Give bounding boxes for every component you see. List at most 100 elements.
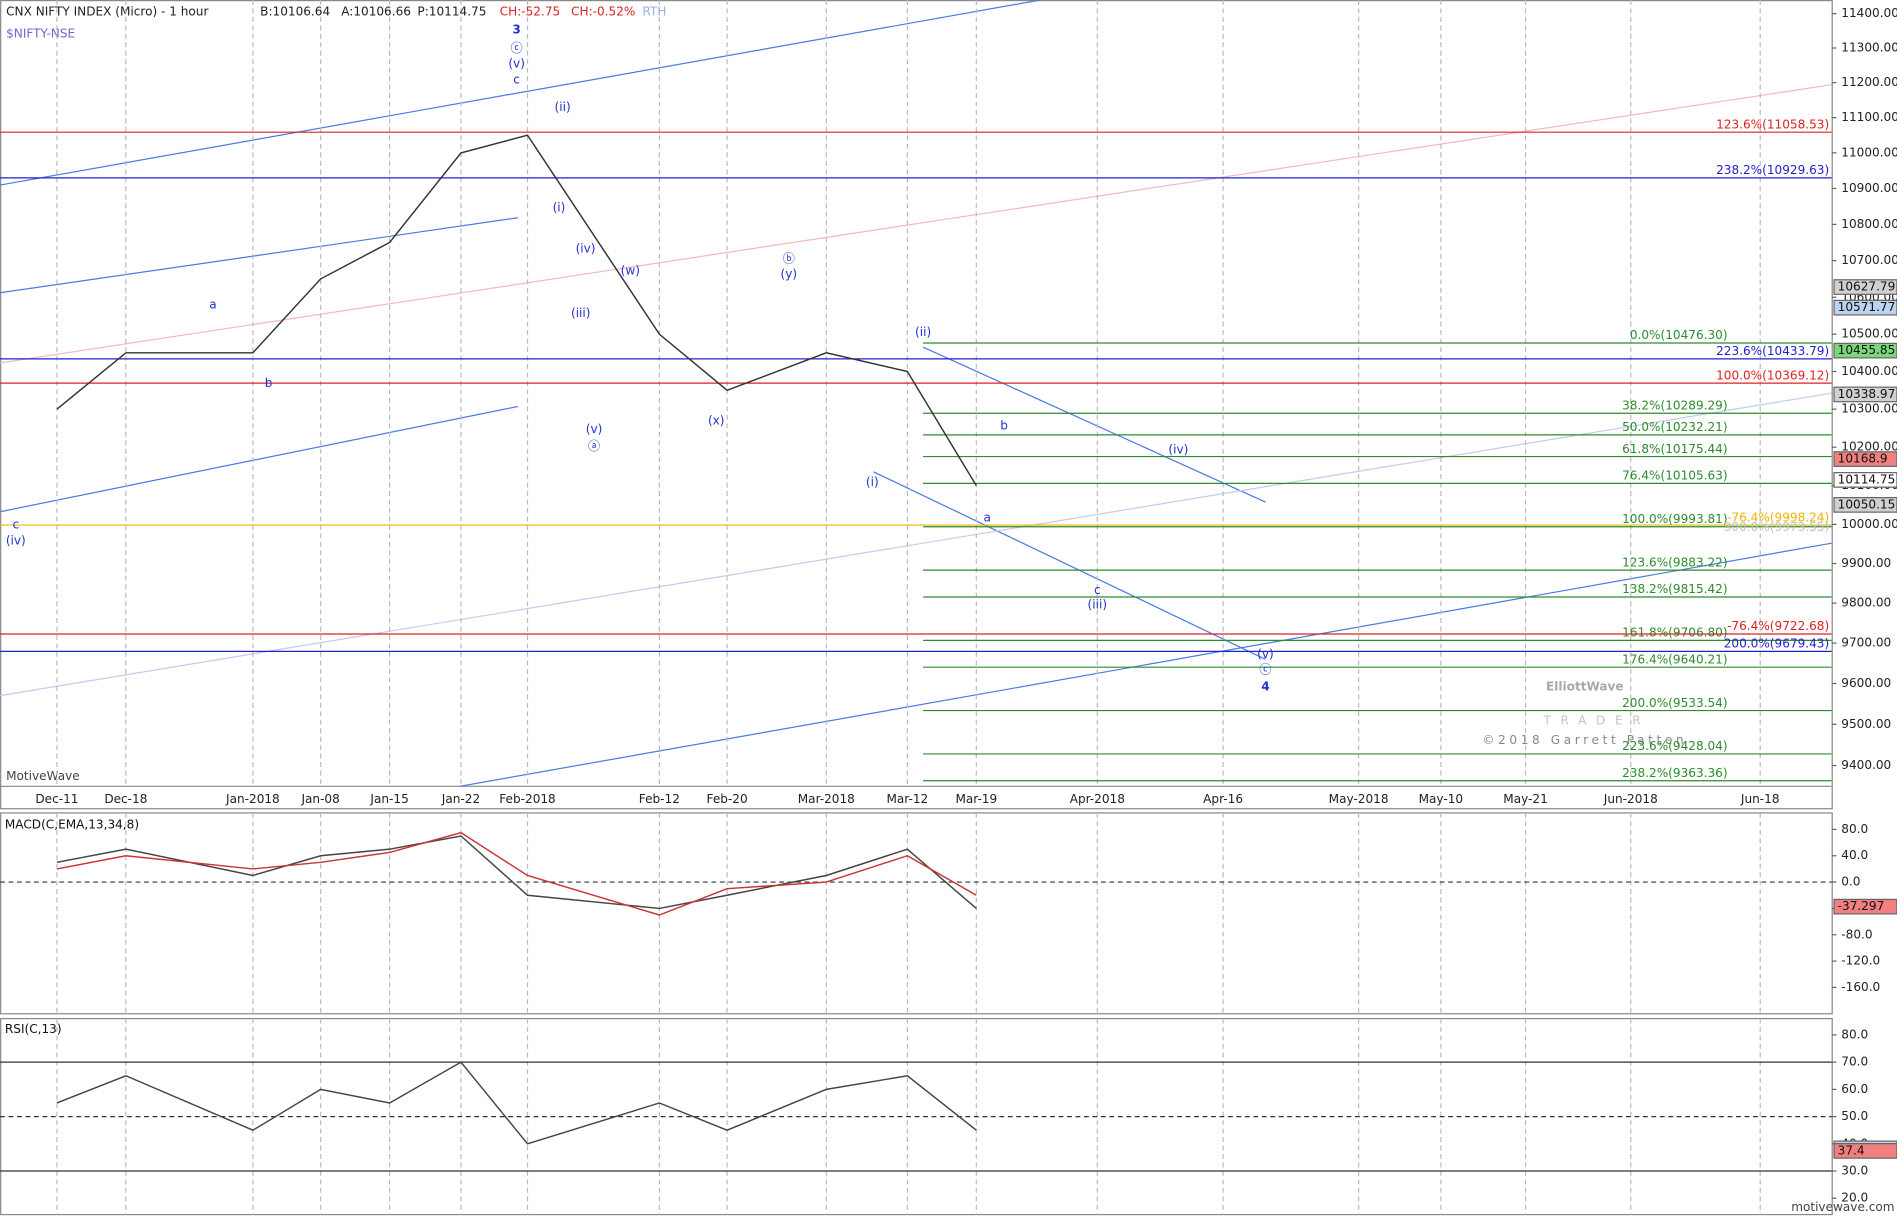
fib-label: 161.8%(9706.80) [1622, 626, 1727, 640]
x-tick-label: Jun-2018 [1603, 792, 1658, 806]
value-marker-label: 10455.85 [1838, 343, 1896, 357]
quote: CH:-52.75 [500, 5, 561, 19]
y-tick-label: 9700.00 [1841, 636, 1891, 650]
wave-label: (w) [621, 263, 640, 277]
trend-line [0, 405, 518, 513]
fib-label: 238.2%(10929.63) [1716, 163, 1829, 177]
y-tick-label: 11000.00 [1841, 145, 1897, 159]
y-tick-label: 50.0 [1841, 1109, 1868, 1123]
wave-label: (iii) [1088, 597, 1108, 611]
wave-label: b [265, 376, 273, 390]
wave-label: ⓒ [1259, 663, 1271, 677]
trend-line [0, 0, 1041, 186]
wave-label: (ii) [555, 100, 571, 114]
fib-label: 123.6%(11058.53) [1716, 117, 1829, 131]
y-tick-label: -120.0 [1841, 954, 1880, 968]
wave-label: c [513, 72, 520, 86]
x-tick-label: Apr-16 [1203, 792, 1243, 806]
price-line [56, 831, 977, 916]
x-tick-label: Mar-2018 [798, 792, 855, 806]
y-tick-label: 10400.00 [1841, 364, 1897, 378]
y-tick-label: 80.0 [1841, 822, 1868, 836]
wave-label: a [984, 510, 991, 524]
chart-title: CNX NIFTY INDEX (Micro) - 1 hour [6, 5, 208, 19]
trend-line [0, 392, 1832, 697]
y-tick-label: 30.0 [1841, 1164, 1868, 1178]
x-tick-label: Apr-2018 [1070, 792, 1125, 806]
x-tick-label: Jan-08 [300, 792, 339, 806]
rsi-title: RSI(C,13) [5, 1022, 62, 1036]
x-tick-label: Jun-18 [1740, 792, 1780, 806]
wave-label: (i) [553, 201, 566, 215]
fib-label: 50.0%(10232.21) [1622, 420, 1727, 434]
trend-line [0, 217, 518, 294]
fib-label: 176.4%(9640.21) [1622, 652, 1727, 666]
wave-label: ⓐ [588, 439, 600, 453]
fib-label: -76.4%(9722.68) [1727, 619, 1829, 633]
fib-label: 38.2%(10289.29) [1622, 398, 1727, 412]
wave-label: 4 [1261, 680, 1269, 694]
wave-label: b [1000, 418, 1008, 432]
fib-label: 100.0%(10369.12) [1716, 368, 1829, 382]
fib-label: 138.2%(9815.42) [1622, 582, 1727, 596]
fib-label: 200.0%(9679.43) [1724, 637, 1829, 651]
quote: A:10106.66 [341, 5, 411, 19]
y-tick-label: 20.0 [1841, 1191, 1868, 1205]
y-tick-label: 11400.00 [1841, 6, 1897, 20]
y-tick-label: 70.0 [1841, 1055, 1868, 1069]
value-marker-label: 10114.75 [1838, 472, 1896, 486]
macd-title: MACD(C,EMA,13,34,8) [5, 818, 139, 832]
x-tick-label: Feb-2018 [499, 792, 555, 806]
price-panel-frame [0, 0, 1833, 810]
fib-label: 223.6%(10433.79) [1716, 344, 1829, 358]
fib-label: 123.6%(9883.22) [1622, 555, 1727, 569]
fib-label: 61.8%(10175.44) [1622, 442, 1727, 456]
x-tick-label: Jan-2018 [225, 792, 280, 806]
y-tick-label: 9400.00 [1841, 758, 1891, 772]
watermark: ElliottWave [1546, 680, 1624, 694]
brand: MotiveWave [6, 769, 80, 783]
trend-line [922, 346, 1266, 503]
fib-label: 223.6%(9428.04) [1622, 739, 1727, 753]
x-tick-label: Feb-20 [707, 792, 748, 806]
y-tick-label: 10500.00 [1841, 327, 1897, 341]
wave-label: (iii) [571, 306, 591, 320]
value-marker-label: 10338.97 [1838, 387, 1896, 401]
fib-label: 238.2%(9363.36) [1622, 766, 1727, 780]
y-tick-label: 10300.00 [1841, 402, 1897, 416]
y-tick-label: 60.0 [1841, 1082, 1868, 1096]
fib-label: 300.0%(9973.55) [1724, 520, 1829, 534]
wave-label: (x) [708, 413, 725, 427]
wave-label: (i) [866, 475, 879, 489]
y-tick-label: 9600.00 [1841, 676, 1891, 690]
wave-label: (v) [508, 57, 525, 71]
y-tick-label: -80.0 [1841, 927, 1872, 941]
x-tick-label: May-2018 [1329, 792, 1389, 806]
y-tick-label: -160.0 [1841, 980, 1880, 994]
price-line [56, 835, 977, 910]
x-tick-label: May-10 [1419, 792, 1463, 806]
trend-line [873, 471, 1266, 660]
value-marker-label: 10050.15 [1838, 497, 1896, 511]
y-tick-label: 10900.00 [1841, 181, 1897, 195]
y-tick-label: 9500.00 [1841, 717, 1891, 731]
wave-label: ⓑ [783, 251, 795, 265]
x-tick-label: Dec-18 [104, 792, 147, 806]
price-line [56, 1061, 977, 1145]
wave-label: (iv) [576, 242, 596, 256]
quote: CH:-0.52% [571, 5, 635, 19]
wave-label: 3 [512, 23, 520, 37]
x-tick-label: Mar-19 [955, 792, 997, 806]
y-tick-label: 10700.00 [1841, 253, 1897, 267]
trend-lines [0, 0, 1832, 787]
y-tick-label: 9900.00 [1841, 556, 1891, 570]
wave-label: (iv) [1168, 443, 1188, 457]
y-tick-label: 11200.00 [1841, 75, 1897, 89]
y-tick-label: 11300.00 [1841, 40, 1897, 54]
symbol: $NIFTY-NSE [6, 26, 75, 40]
trend-line [0, 84, 1832, 364]
wave-label: (v) [1257, 647, 1274, 661]
x-tick-label: Jan-22 [441, 792, 480, 806]
x-tick-label: May-21 [1503, 792, 1547, 806]
